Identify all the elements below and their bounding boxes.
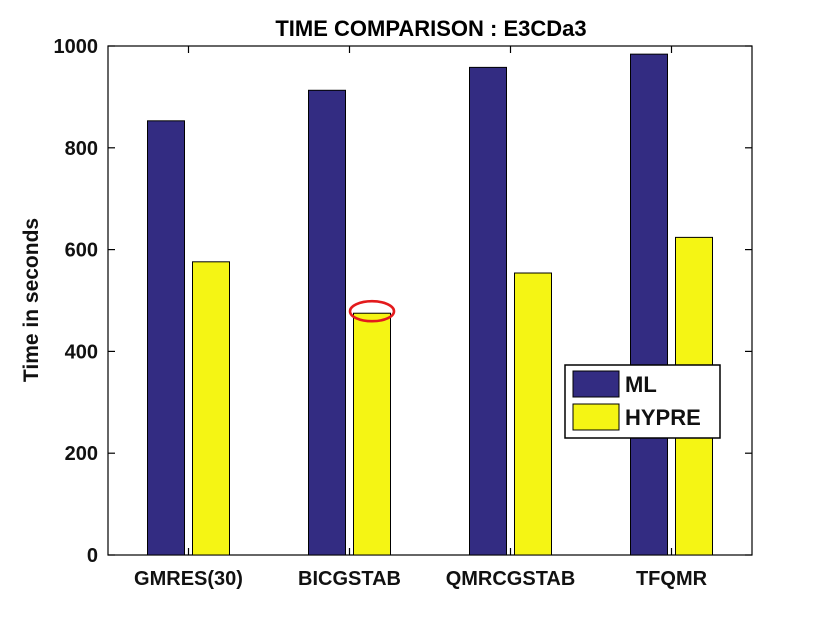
x-tick-label: GMRES(30): [134, 568, 243, 590]
plot-area: 0 200 400 600 800 1000 GMRES(30) BICGSTAB QMRCGS…: [54, 36, 753, 590]
ml-bar-gmres-30: [147, 120, 185, 556]
x-tick-label: QMRCGSTAB: [446, 568, 576, 590]
hypre-bar-gmres-30: [192, 261, 230, 556]
hypre-bar-qmrcgstab: [514, 272, 552, 556]
y-tick-label: 1000: [54, 36, 99, 58]
x-tick-label: TFQMR: [636, 568, 708, 590]
legend-swatch-ml: [572, 370, 620, 398]
y-axis-label: Time in seconds: [20, 218, 43, 382]
ml-bar-qmrcgstab: [469, 66, 507, 556]
x-tick-label: BICGSTAB: [298, 568, 401, 590]
ml-bar-bicgstab: [308, 89, 346, 556]
ml-bar-tfqmr: [630, 53, 668, 556]
chart-title: TIME COMPARISON : E3CDa3: [275, 16, 586, 41]
y-tick-label: 200: [65, 443, 98, 465]
hypre-bar-bicgstab: [353, 312, 391, 556]
legend-label-hypre: HYPRE: [625, 405, 701, 430]
y-tick-label: 0: [87, 545, 98, 567]
y-tick-label: 800: [65, 138, 98, 160]
legend-swatch-hypre: [572, 403, 620, 431]
y-tick-label: 600: [65, 240, 98, 262]
legend-label-ml: ML: [625, 372, 657, 397]
y-tick-label: 400: [65, 341, 98, 363]
legend: ML HYPRE: [564, 364, 721, 439]
highlight-circle: [348, 299, 396, 323]
